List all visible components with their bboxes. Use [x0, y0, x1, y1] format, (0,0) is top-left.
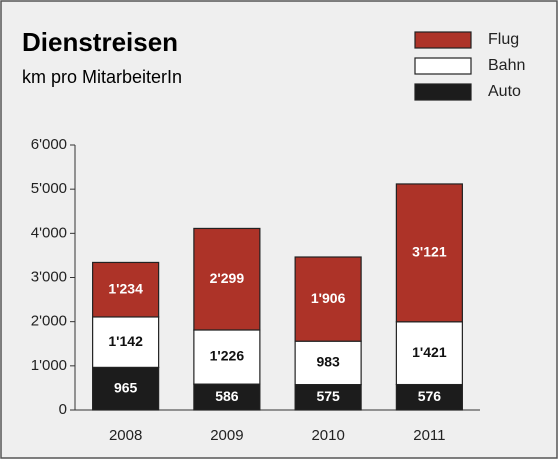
data-label: 1'142 — [108, 333, 143, 349]
chart-subtitle: km pro MitarbeiterIn — [22, 67, 182, 87]
x-tick-label: 2009 — [210, 427, 243, 444]
y-tick-label: 5'000 — [31, 180, 67, 197]
bar-segment — [294, 256, 362, 342]
legend-swatch — [414, 83, 472, 101]
y-tick-label: 0 — [59, 401, 67, 418]
data-label: 965 — [114, 379, 138, 395]
bar-segment — [92, 366, 160, 411]
y-tick-label: 2'000 — [31, 313, 67, 330]
bar-segment — [294, 384, 362, 411]
legend-swatch — [414, 57, 472, 75]
data-label: 1'234 — [108, 280, 143, 296]
bar-segment — [395, 321, 463, 386]
data-label: 576 — [418, 388, 442, 404]
legend-swatch — [414, 31, 472, 49]
x-tick-label: 2010 — [311, 427, 344, 444]
chart-title: Dienstreisen — [22, 27, 178, 57]
data-label: 586 — [215, 388, 239, 404]
data-label: 983 — [316, 354, 340, 370]
y-tick-label: 6'000 — [31, 136, 67, 153]
data-label: 1'906 — [311, 290, 346, 306]
bar-segment — [92, 261, 160, 318]
y-tick-label: 4'000 — [31, 224, 67, 241]
legend-label: Bahn — [488, 57, 525, 74]
x-tick-label: 2008 — [109, 427, 142, 444]
data-label: 2'299 — [210, 270, 245, 286]
y-tick-label: 1'000 — [31, 357, 67, 374]
legend-label: Auto — [488, 83, 521, 100]
y-tick-label: 3'000 — [31, 268, 67, 285]
data-label: 1'226 — [210, 348, 245, 364]
data-label: 575 — [316, 388, 340, 404]
bar-segment — [193, 329, 261, 385]
x-tick-label: 2011 — [413, 427, 445, 444]
data-label: 1'421 — [412, 344, 447, 360]
bar-segment — [193, 227, 261, 331]
legend-label: Flug — [488, 31, 519, 48]
bar-segment — [294, 340, 362, 386]
bar-segment — [395, 183, 463, 323]
data-label: 3'121 — [412, 244, 447, 260]
